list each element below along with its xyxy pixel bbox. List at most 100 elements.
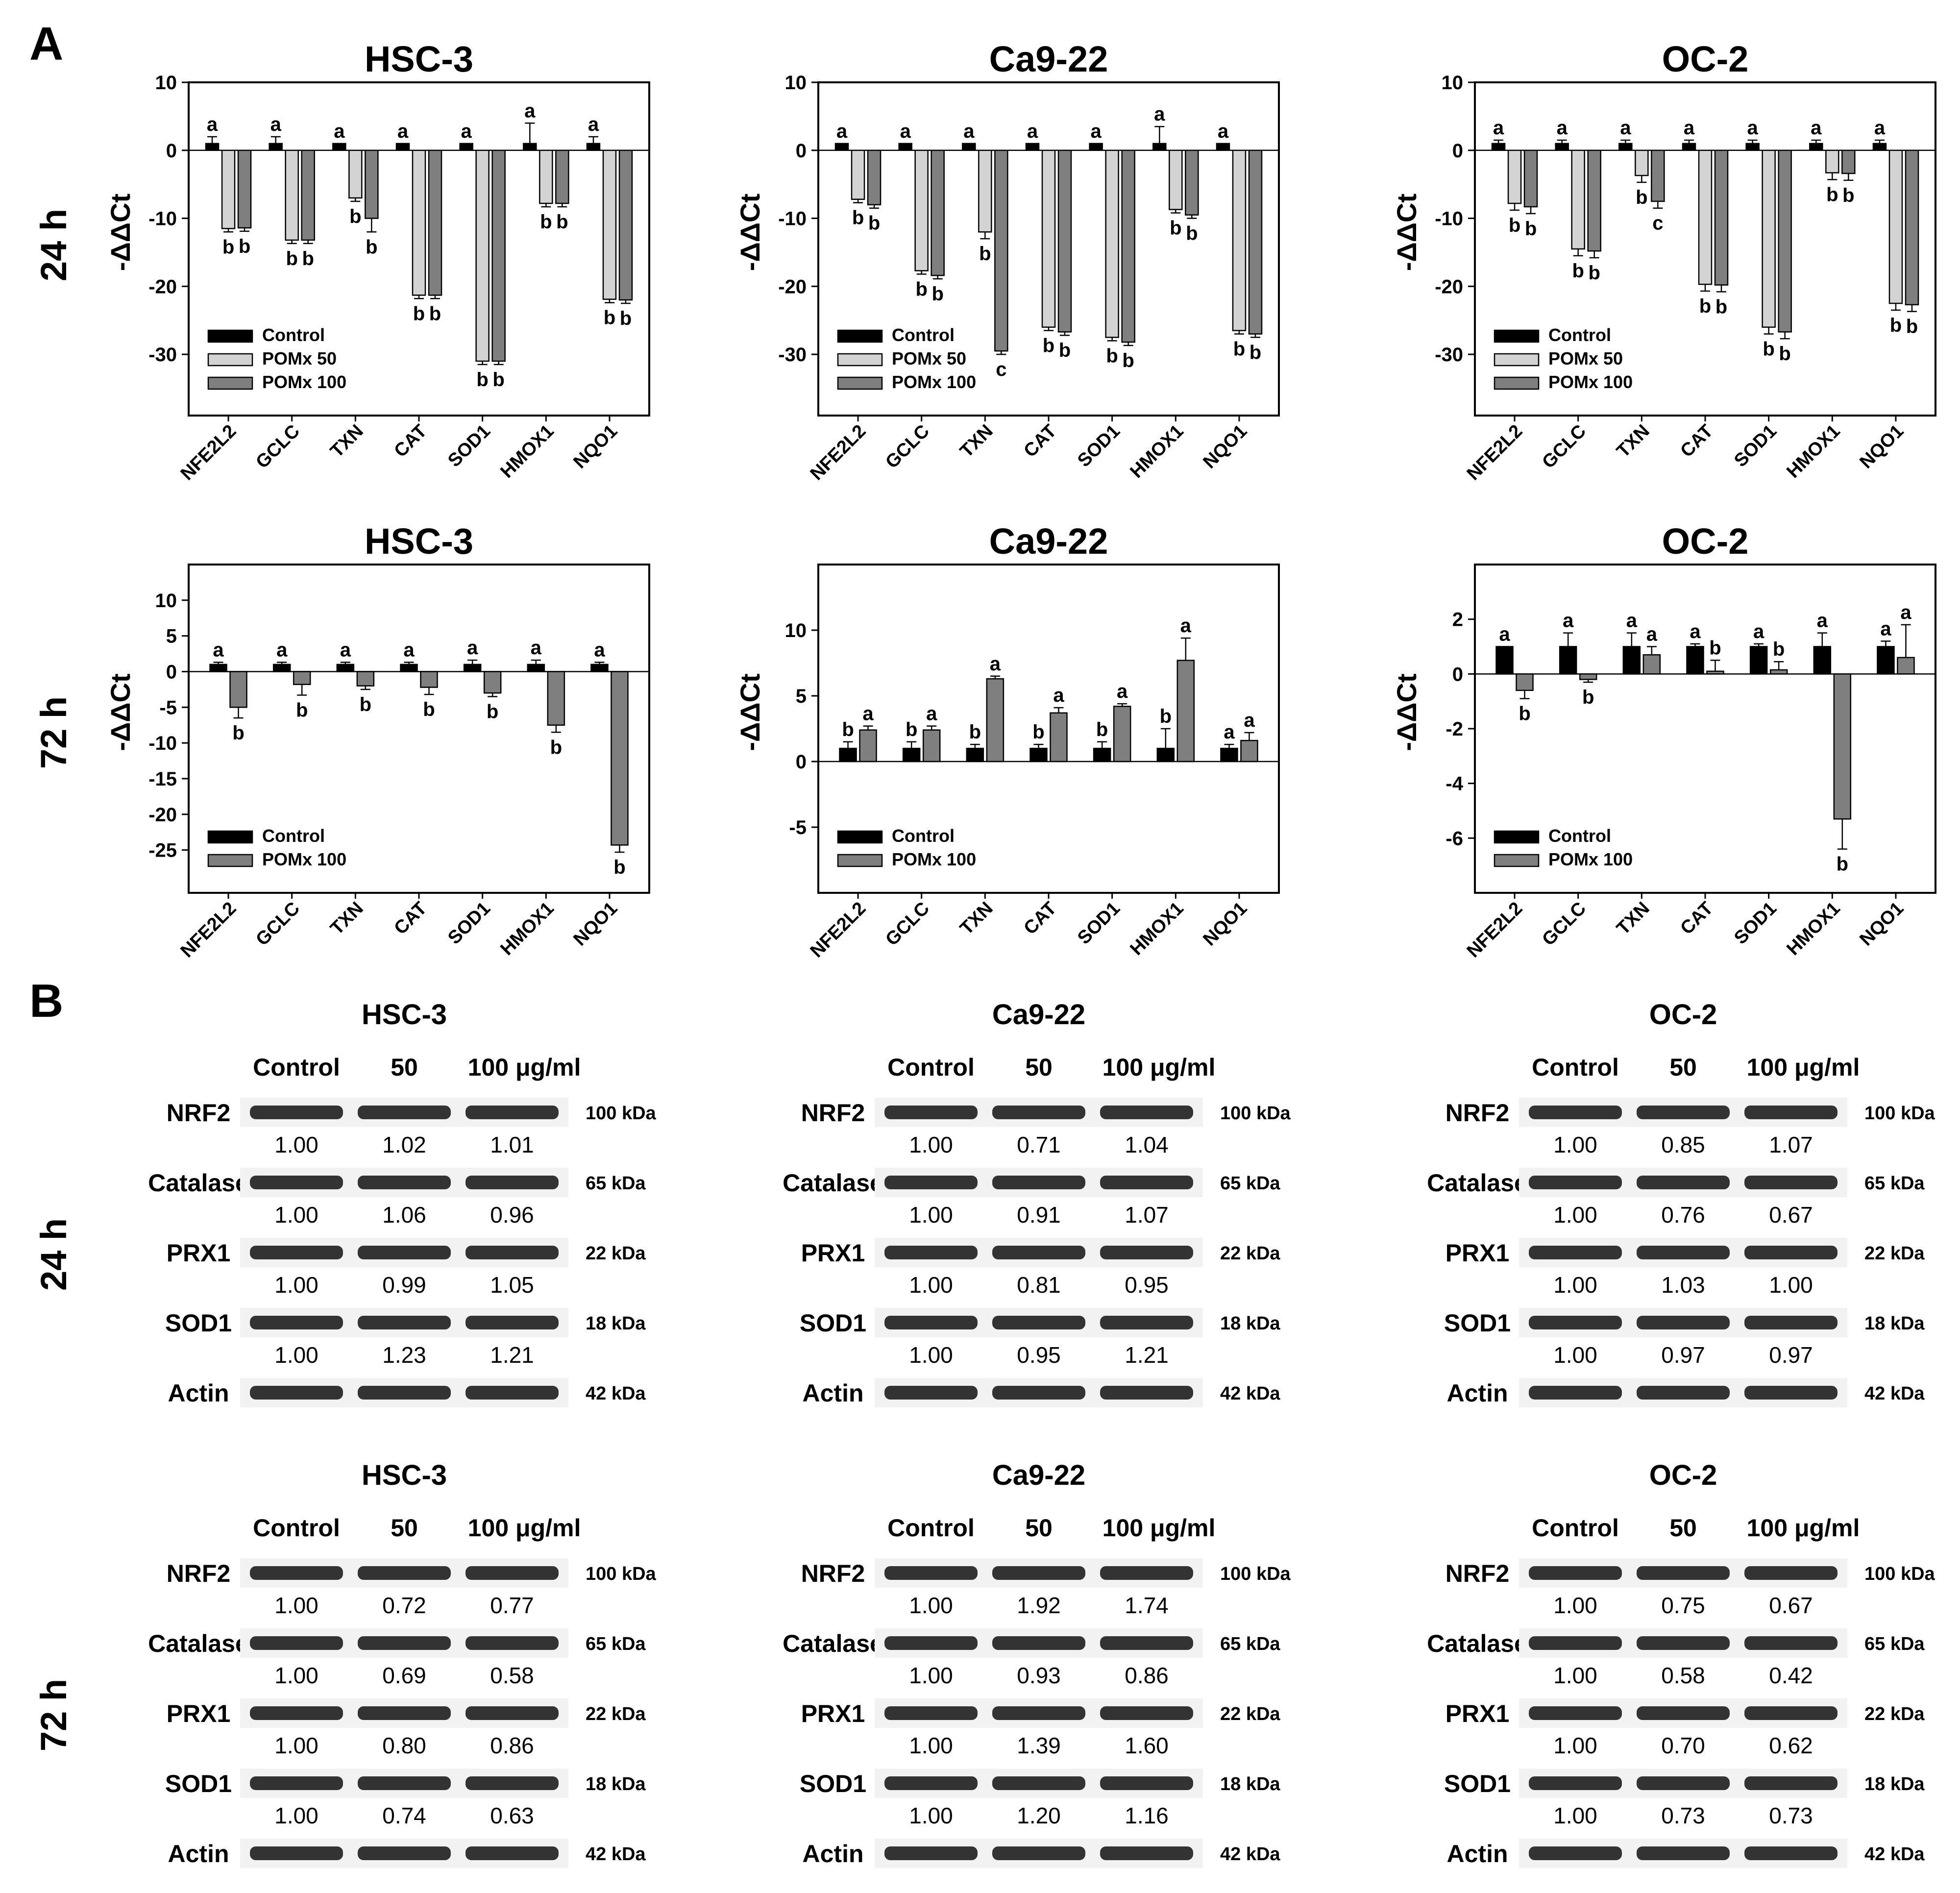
bar-sod1-control (1089, 143, 1103, 151)
x-tick-label: TXN (1613, 898, 1653, 939)
significance-letter: a (1753, 621, 1764, 642)
y-tick-label: 10 (785, 72, 807, 94)
y-tick-label: 0 (166, 140, 177, 162)
bar-txn-pomx-100 (365, 149, 379, 219)
legend: Control POMx 50 POMx 100 (1494, 325, 1633, 392)
bar-sod1-pomx-100 (483, 671, 502, 694)
x-tick-label: GCLC (252, 421, 304, 473)
significance-letter: b (1043, 335, 1054, 357)
panel-label-b: B (29, 975, 63, 1027)
band-sod1-lane-1 (1529, 1776, 1622, 1790)
significance-letter: c (1652, 213, 1663, 234)
significance-letter: b (222, 236, 234, 258)
significance-letter: b (969, 721, 981, 743)
density-value: 1.00 (909, 1663, 953, 1688)
significance-letter: b (1170, 217, 1181, 239)
kda-label: 42 kDa (1864, 1844, 1925, 1865)
bar-sod1-pomx-50 (1105, 149, 1119, 338)
significance-letter: b (604, 307, 615, 329)
density-value: 0.42 (1769, 1663, 1813, 1688)
kda-label: 18 kDa (1864, 1313, 1925, 1334)
kda-label: 22 kDa (1220, 1704, 1280, 1724)
significance-letter: b (1186, 223, 1198, 245)
bar-hmox1-pomx-50 (1169, 149, 1183, 210)
density-value: 1.00 (909, 1733, 953, 1758)
band-prx1-lane-3 (466, 1706, 559, 1720)
bar-txn-pomx-100 (356, 671, 375, 687)
y-axis-label: -ΔΔCt (1391, 673, 1422, 751)
blot-title: OC-2 (1649, 999, 1717, 1031)
significance-letter: b (1906, 316, 1918, 338)
x-tick-label: GCLC (882, 898, 933, 950)
band-sod1-lane-1 (884, 1316, 978, 1329)
significance-letter: b (1582, 687, 1594, 708)
legend-label: Control (262, 325, 325, 345)
bar-nqo1-pomx-50 (602, 149, 617, 300)
significance-letter: a (963, 121, 975, 142)
x-tick-label: SOD1 (444, 421, 494, 471)
significance-letter: b (476, 369, 488, 391)
significance-letter: a (397, 121, 409, 142)
x-tick-label: NQO1 (1199, 421, 1251, 473)
band-actin-lane-2 (992, 1846, 1085, 1860)
density-value: 0.91 (1017, 1202, 1061, 1228)
band-actin-lane-3 (1744, 1846, 1838, 1860)
significance-letter: b (1837, 854, 1848, 875)
kda-label: 22 kDa (586, 1704, 646, 1724)
significance-letter: a (588, 114, 599, 135)
significance-letter: a (1053, 685, 1064, 706)
kda-label: 100 kDa (1220, 1564, 1291, 1584)
bar-gclc-pomx-100 (1579, 673, 1597, 680)
density-value: 0.74 (382, 1803, 426, 1828)
significance-letter: a (1880, 618, 1891, 639)
significance-letter: a (1154, 103, 1165, 125)
bar-nqo1-control (1877, 646, 1895, 675)
protein-label: Catalase (1427, 1630, 1528, 1657)
bar-gclc-pomx-100 (931, 149, 945, 276)
density-value: 1.39 (1017, 1733, 1061, 1758)
legend: Control POMx 100 (837, 826, 976, 869)
protein-label: NRF2 (1446, 1560, 1510, 1587)
kda-label: 42 kDa (586, 1844, 646, 1865)
legend-swatch-pomx-100 (207, 376, 253, 390)
density-value: 0.73 (1661, 1803, 1705, 1828)
band-actin-lane-2 (1637, 1846, 1730, 1860)
bar-hmox1-control (1156, 747, 1175, 762)
band-nrf2-lane-2 (358, 1106, 451, 1119)
bar-gclc-pomx-100 (293, 671, 311, 685)
band-sod1-lane-2 (358, 1316, 451, 1329)
significance-letter: a (1817, 610, 1828, 632)
bar-gclc-pomx-50 (285, 149, 299, 241)
band-prx1-lane-1 (884, 1706, 978, 1720)
density-value: 1.01 (490, 1132, 534, 1157)
significance-letter: b (423, 699, 435, 720)
density-value: 0.75 (1661, 1593, 1705, 1618)
legend-label: POMx 100 (262, 849, 346, 869)
kda-label: 65 kDa (1220, 1173, 1280, 1194)
x-tick-label: HMOX1 (1126, 898, 1187, 959)
significance-letter: b (1096, 719, 1108, 740)
bar-nfe2l2-pomx-100 (229, 671, 247, 708)
kda-label: 65 kDa (1220, 1634, 1280, 1654)
bar-sod1-pomx-50 (1762, 149, 1776, 328)
blot-hsc-3-24-h: HSC-3 Control 50 100 μg/ml NRF2 100 kDa 1.00 1.… (148, 999, 657, 1407)
y-tick-label: 0 (796, 140, 807, 162)
density-value: 0.62 (1769, 1733, 1813, 1758)
band-catalase-lane-3 (466, 1176, 559, 1189)
bar-cat-pomx-100 (420, 671, 438, 688)
band-nrf2-lane-3 (466, 1106, 559, 1119)
bar-hmox1-pomx-100 (547, 671, 565, 726)
chart-title: OC-2 (1662, 521, 1749, 562)
significance-letter: a (990, 653, 1001, 675)
bar-nfe2l2-pomx-100 (859, 729, 877, 762)
band-actin-lane-3 (1744, 1386, 1838, 1400)
x-tick-label: TXN (956, 421, 997, 462)
bar-nfe2l2-control (209, 664, 227, 672)
x-tick-label: CAT (390, 898, 431, 939)
significance-letter: b (1519, 703, 1530, 725)
bar-sod1-control (1749, 646, 1768, 675)
y-tick-label: -10 (148, 733, 177, 754)
band-catalase-lane-3 (1744, 1176, 1838, 1189)
